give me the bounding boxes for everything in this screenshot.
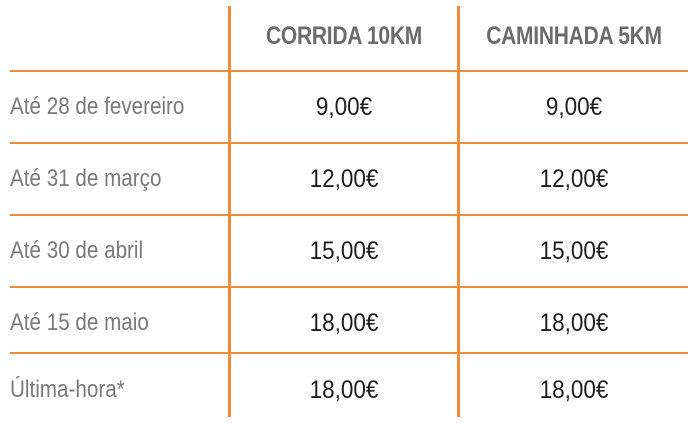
table-row: Última-hora* 18,00€ 18,00€ <box>0 355 695 425</box>
price-corrida: 9,00€ <box>315 92 373 121</box>
row-divider <box>10 214 688 216</box>
price-caminhada: 12,00€ <box>539 164 609 193</box>
price-caminhada: 15,00€ <box>539 236 609 265</box>
header-corrida-10km: CORRIDA 10KM <box>265 21 423 50</box>
header-caminhada-5km: CAMINHADA 5KM <box>486 21 662 50</box>
row-divider <box>10 142 688 144</box>
table-row: Até 28 de fevereiro 9,00€ 9,00€ <box>0 72 695 142</box>
row-label: Até 15 de maio <box>10 309 149 336</box>
price-corrida: 12,00€ <box>309 164 379 193</box>
column-divider <box>457 6 460 417</box>
row-divider <box>10 286 688 288</box>
row-divider <box>10 70 688 72</box>
column-divider <box>228 6 231 417</box>
row-divider <box>10 352 688 354</box>
price-corrida: 15,00€ <box>309 236 379 265</box>
row-label: Até 30 de abril <box>10 237 144 264</box>
row-label: Até 28 de fevereiro <box>10 93 185 120</box>
price-caminhada: 9,00€ <box>545 92 603 121</box>
price-caminhada: 18,00€ <box>539 308 609 337</box>
table-row: Até 30 de abril 15,00€ 15,00€ <box>0 216 695 286</box>
price-corrida: 18,00€ <box>309 308 379 337</box>
table-row: Até 31 de março 12,00€ 12,00€ <box>0 144 695 214</box>
row-label: Até 31 de março <box>10 165 162 192</box>
price-caminhada: 18,00€ <box>539 375 609 404</box>
row-label: Última-hora* <box>10 376 125 403</box>
price-corrida: 18,00€ <box>309 375 379 404</box>
table-row: Até 15 de maio 18,00€ 18,00€ <box>0 288 695 358</box>
